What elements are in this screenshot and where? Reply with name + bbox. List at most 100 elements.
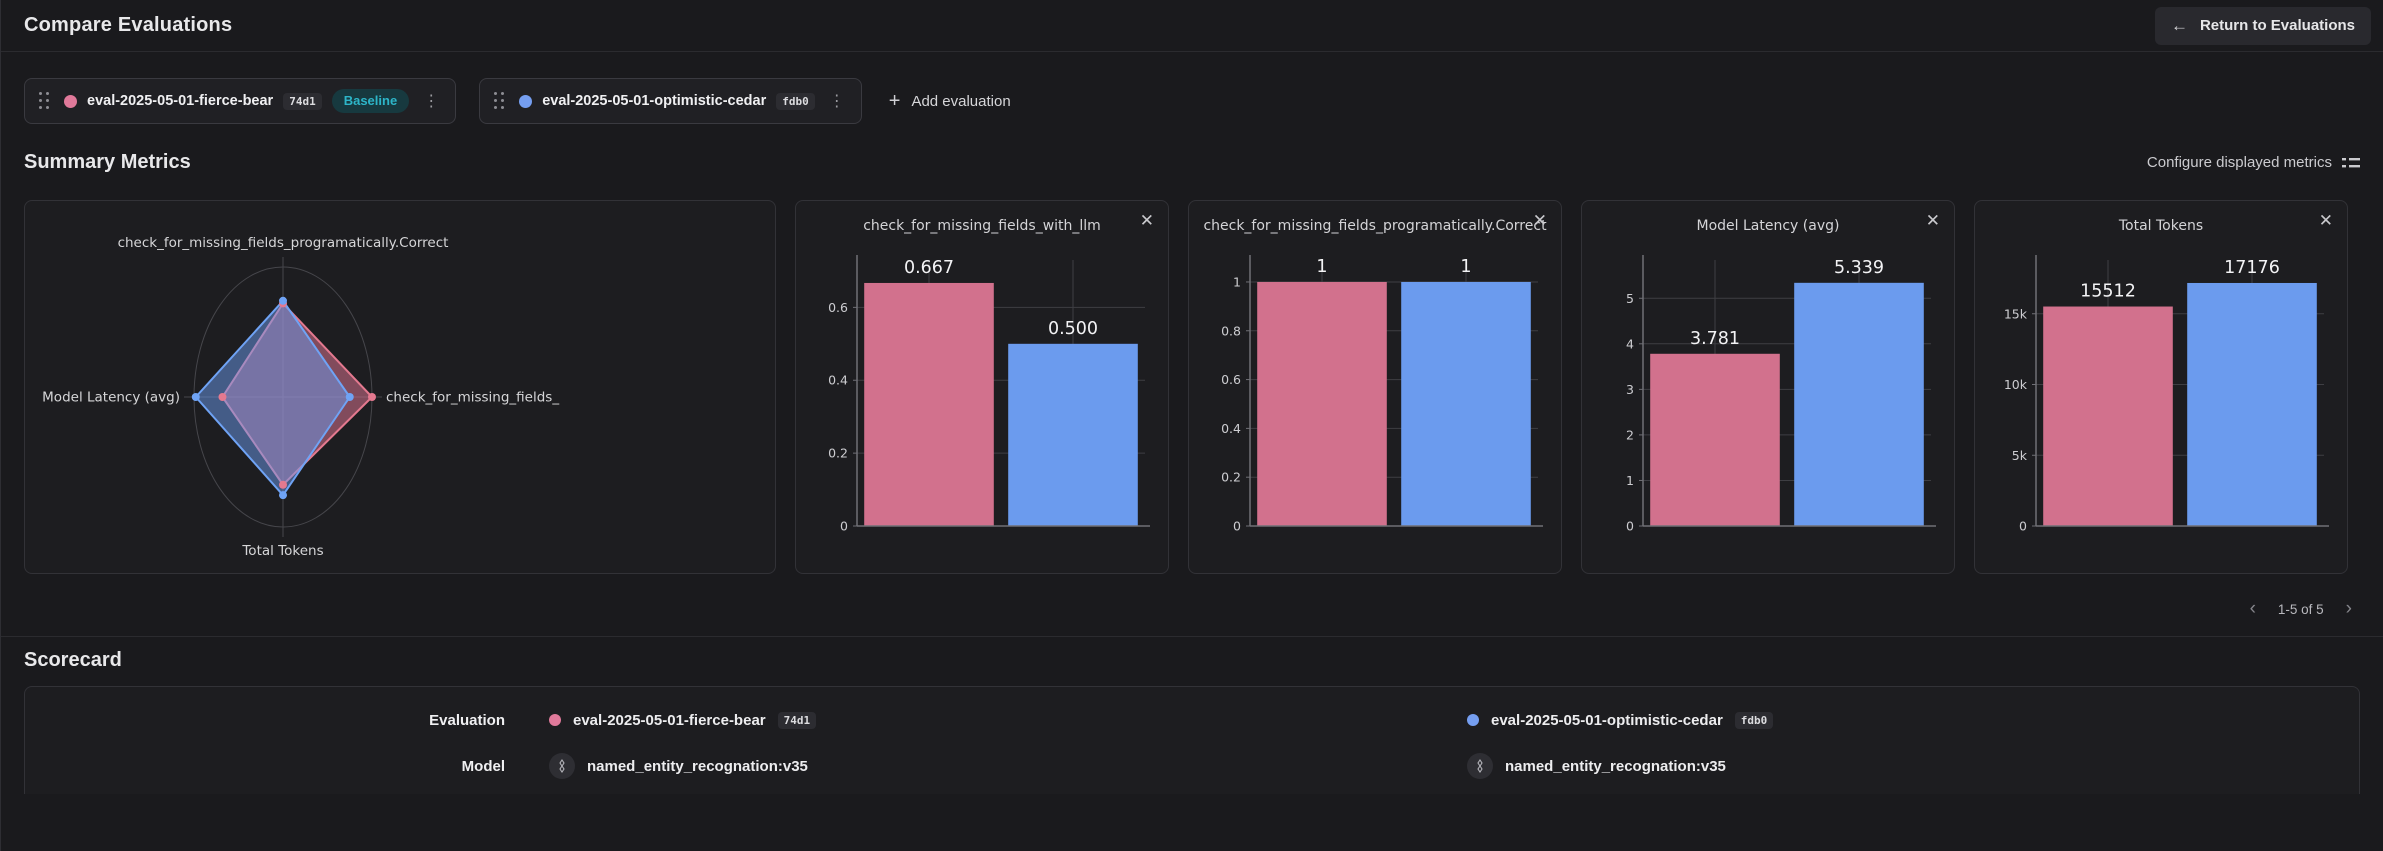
close-icon[interactable]: ✕ [1922, 209, 1944, 234]
bar-chart-card-total-tokens: ✕ Total Tokens 0 5k 10k 15k 15512 17176 [1974, 200, 2348, 574]
svg-text:0: 0 [1626, 519, 1634, 534]
chart-title: check_for_missing_fields_programatically… [1203, 218, 1547, 234]
row-label: Model [461, 757, 505, 775]
top-bar: Compare Evaluations ← Return to Evaluati… [1, 0, 2383, 52]
bar-comparison [1401, 281, 1531, 526]
svg-text:15k: 15k [2004, 306, 2028, 321]
svg-text:check_for_missing_fields_: check_for_missing_fields_ [386, 390, 559, 406]
evaluation-color-dot [549, 714, 561, 726]
evaluation-color-dot [1467, 714, 1479, 726]
svg-text:0.4: 0.4 [828, 373, 848, 388]
radar-chart: check_for_missing_fields_programatically… [25, 201, 775, 573]
svg-text:15512: 15512 [2080, 282, 2136, 302]
scorecard-section: Scorecard Evaluation eval-2025-05-01-fie… [1, 636, 2383, 794]
svg-text:4: 4 [1626, 336, 1634, 351]
svg-text:Total Tokens: Total Tokens [241, 543, 323, 559]
svg-text:Model Latency (avg): Model Latency (avg) [42, 390, 180, 406]
scorecard-table: Evaluation eval-2025-05-01-fierce-bear 7… [24, 686, 2360, 794]
configure-displayed-metrics-button[interactable]: Configure displayed metrics [2147, 154, 2360, 171]
evaluation-chip-baseline[interactable]: eval-2025-05-01-fierce-bear 74d1 Baselin… [24, 78, 457, 124]
charts-pagination: ‹ 1-5 of 5 › [1, 596, 2356, 622]
model-cell-comparison[interactable]: named_entity_recognation:v35 [1423, 753, 2359, 779]
model-icon [549, 753, 575, 779]
svg-text:5k: 5k [2012, 448, 2028, 463]
summary-metrics-title: Summary Metrics [24, 151, 191, 173]
bar-chart-card-model-latency: ✕ Model Latency (avg) 0 1 2 3 4 5 3.781 5.339 [1581, 200, 1955, 574]
svg-text:0.500: 0.500 [1048, 319, 1098, 339]
evaluation-color-dot [64, 94, 77, 108]
evaluation-hash-badge: fdb0 [1734, 711, 1774, 729]
bar-comparison [2187, 282, 2317, 526]
svg-text:0.2: 0.2 [1221, 470, 1241, 485]
plus-icon: + [888, 89, 901, 112]
evaluation-name: eval-2025-05-01-optimistic-cedar [1491, 711, 1723, 729]
return-to-evaluations-button[interactable]: ← Return to Evaluations [2154, 6, 2371, 45]
svg-text:0: 0 [1233, 519, 1241, 534]
evaluation-chips-row: eval-2025-05-01-fierce-bear 74d1 Baselin… [24, 78, 2360, 124]
svg-text:0: 0 [2019, 519, 2027, 534]
drag-handle-icon[interactable] [35, 88, 54, 114]
svg-text:0.6: 0.6 [1221, 372, 1241, 387]
svg-text:5: 5 [1626, 291, 1634, 306]
configure-metrics-icon [2342, 157, 2360, 167]
page-title: Compare Evaluations [24, 14, 233, 36]
drag-handle-icon[interactable] [490, 88, 509, 114]
add-evaluation-button[interactable]: + Add evaluation [889, 90, 1011, 113]
close-icon[interactable]: ✕ [2315, 209, 2337, 234]
bar-chart-card-programatically-correct: ✕ check_for_missing_fields_programatical… [1188, 200, 1562, 574]
summary-metrics-header: Summary Metrics Configure displayed metr… [24, 151, 2360, 174]
model-name: named_entity_recognation:v35 [1505, 757, 1726, 775]
svg-text:1: 1 [1626, 473, 1634, 488]
svg-text:1: 1 [1460, 257, 1471, 277]
evaluation-hash-badge: 74d1 [283, 92, 322, 110]
svg-text:check_for_missing_fields_progr: check_for_missing_fields_programatically… [118, 235, 449, 251]
pagination-next-icon[interactable]: › [2342, 598, 2356, 620]
svg-text:0.6: 0.6 [828, 300, 848, 315]
evaluation-cell-comparison[interactable]: eval-2025-05-01-optimistic-cedar fdb0 [1423, 711, 2359, 729]
evaluation-name: eval-2025-05-01-fierce-bear [87, 93, 274, 109]
pagination-range: 1-5 of 5 [2277, 601, 2324, 617]
model-cell-baseline[interactable]: named_entity_recognation:v35 [505, 753, 1423, 779]
svg-text:0.2: 0.2 [828, 446, 848, 461]
configure-metrics-label: Configure displayed metrics [2146, 154, 2332, 171]
pagination-prev-icon[interactable]: ‹ [2246, 598, 2260, 620]
chip-menu-icon[interactable]: ⋮ [419, 89, 443, 113]
evaluation-hash-badge: 74d1 [777, 711, 817, 729]
svg-text:1: 1 [1233, 274, 1241, 289]
svg-text:17176: 17176 [2224, 258, 2280, 278]
svg-text:0.8: 0.8 [1221, 323, 1241, 338]
back-arrow-icon: ← [2170, 15, 2188, 35]
add-evaluation-label: Add evaluation [911, 92, 1011, 110]
chart-title: check_for_missing_fields_with_llm [863, 218, 1101, 234]
evaluation-color-dot [519, 94, 533, 108]
model-name: named_entity_recognation:v35 [587, 757, 808, 775]
svg-text:0.667: 0.667 [904, 258, 954, 278]
bar-comparison [1008, 343, 1138, 526]
chart-title: Model Latency (avg) [1696, 218, 1840, 234]
baseline-badge: Baseline [331, 89, 410, 113]
bar-chart: 0 1 2 3 4 5 3.781 5.339 [1582, 248, 1954, 550]
svg-text:1: 1 [1316, 257, 1327, 277]
svg-text:0: 0 [840, 519, 848, 534]
svg-text:3: 3 [1626, 382, 1634, 397]
bar-chart: 0 0.2 0.4 0.6 0.8 1 1 1 [1189, 248, 1561, 550]
bar-baseline [1650, 353, 1780, 526]
summary-metric-cards: check_for_missing_fields_programatically… [24, 200, 2356, 574]
chip-menu-icon[interactable]: ⋮ [825, 89, 849, 113]
return-button-label: Return to Evaluations [2199, 17, 2355, 34]
chart-title: Total Tokens [2118, 218, 2204, 234]
svg-text:10k: 10k [2004, 377, 2028, 392]
bar-baseline [2043, 306, 2173, 526]
table-row: Evaluation eval-2025-05-01-fierce-bear 7… [25, 697, 2359, 743]
close-icon[interactable]: ✕ [1136, 209, 1158, 234]
evaluation-name: eval-2025-05-01-fierce-bear [573, 711, 766, 729]
bar-chart: 0 0.2 0.4 0.6 0.667 0.500 [796, 248, 1168, 550]
close-icon[interactable]: ✕ [1529, 209, 1551, 234]
bar-chart-card-with-llm: ✕ check_for_missing_fields_with_llm 0 0.2… [795, 200, 1169, 574]
bar-baseline [864, 282, 994, 526]
evaluation-cell-baseline[interactable]: eval-2025-05-01-fierce-bear 74d1 [505, 711, 1423, 729]
bar-comparison [1794, 282, 1924, 526]
evaluation-chip-comparison[interactable]: eval-2025-05-01-optimistic-cedar fdb0 ⋮ [479, 78, 862, 124]
model-icon [1467, 753, 1493, 779]
radar-chart-card: check_for_missing_fields_programatically… [24, 200, 776, 574]
